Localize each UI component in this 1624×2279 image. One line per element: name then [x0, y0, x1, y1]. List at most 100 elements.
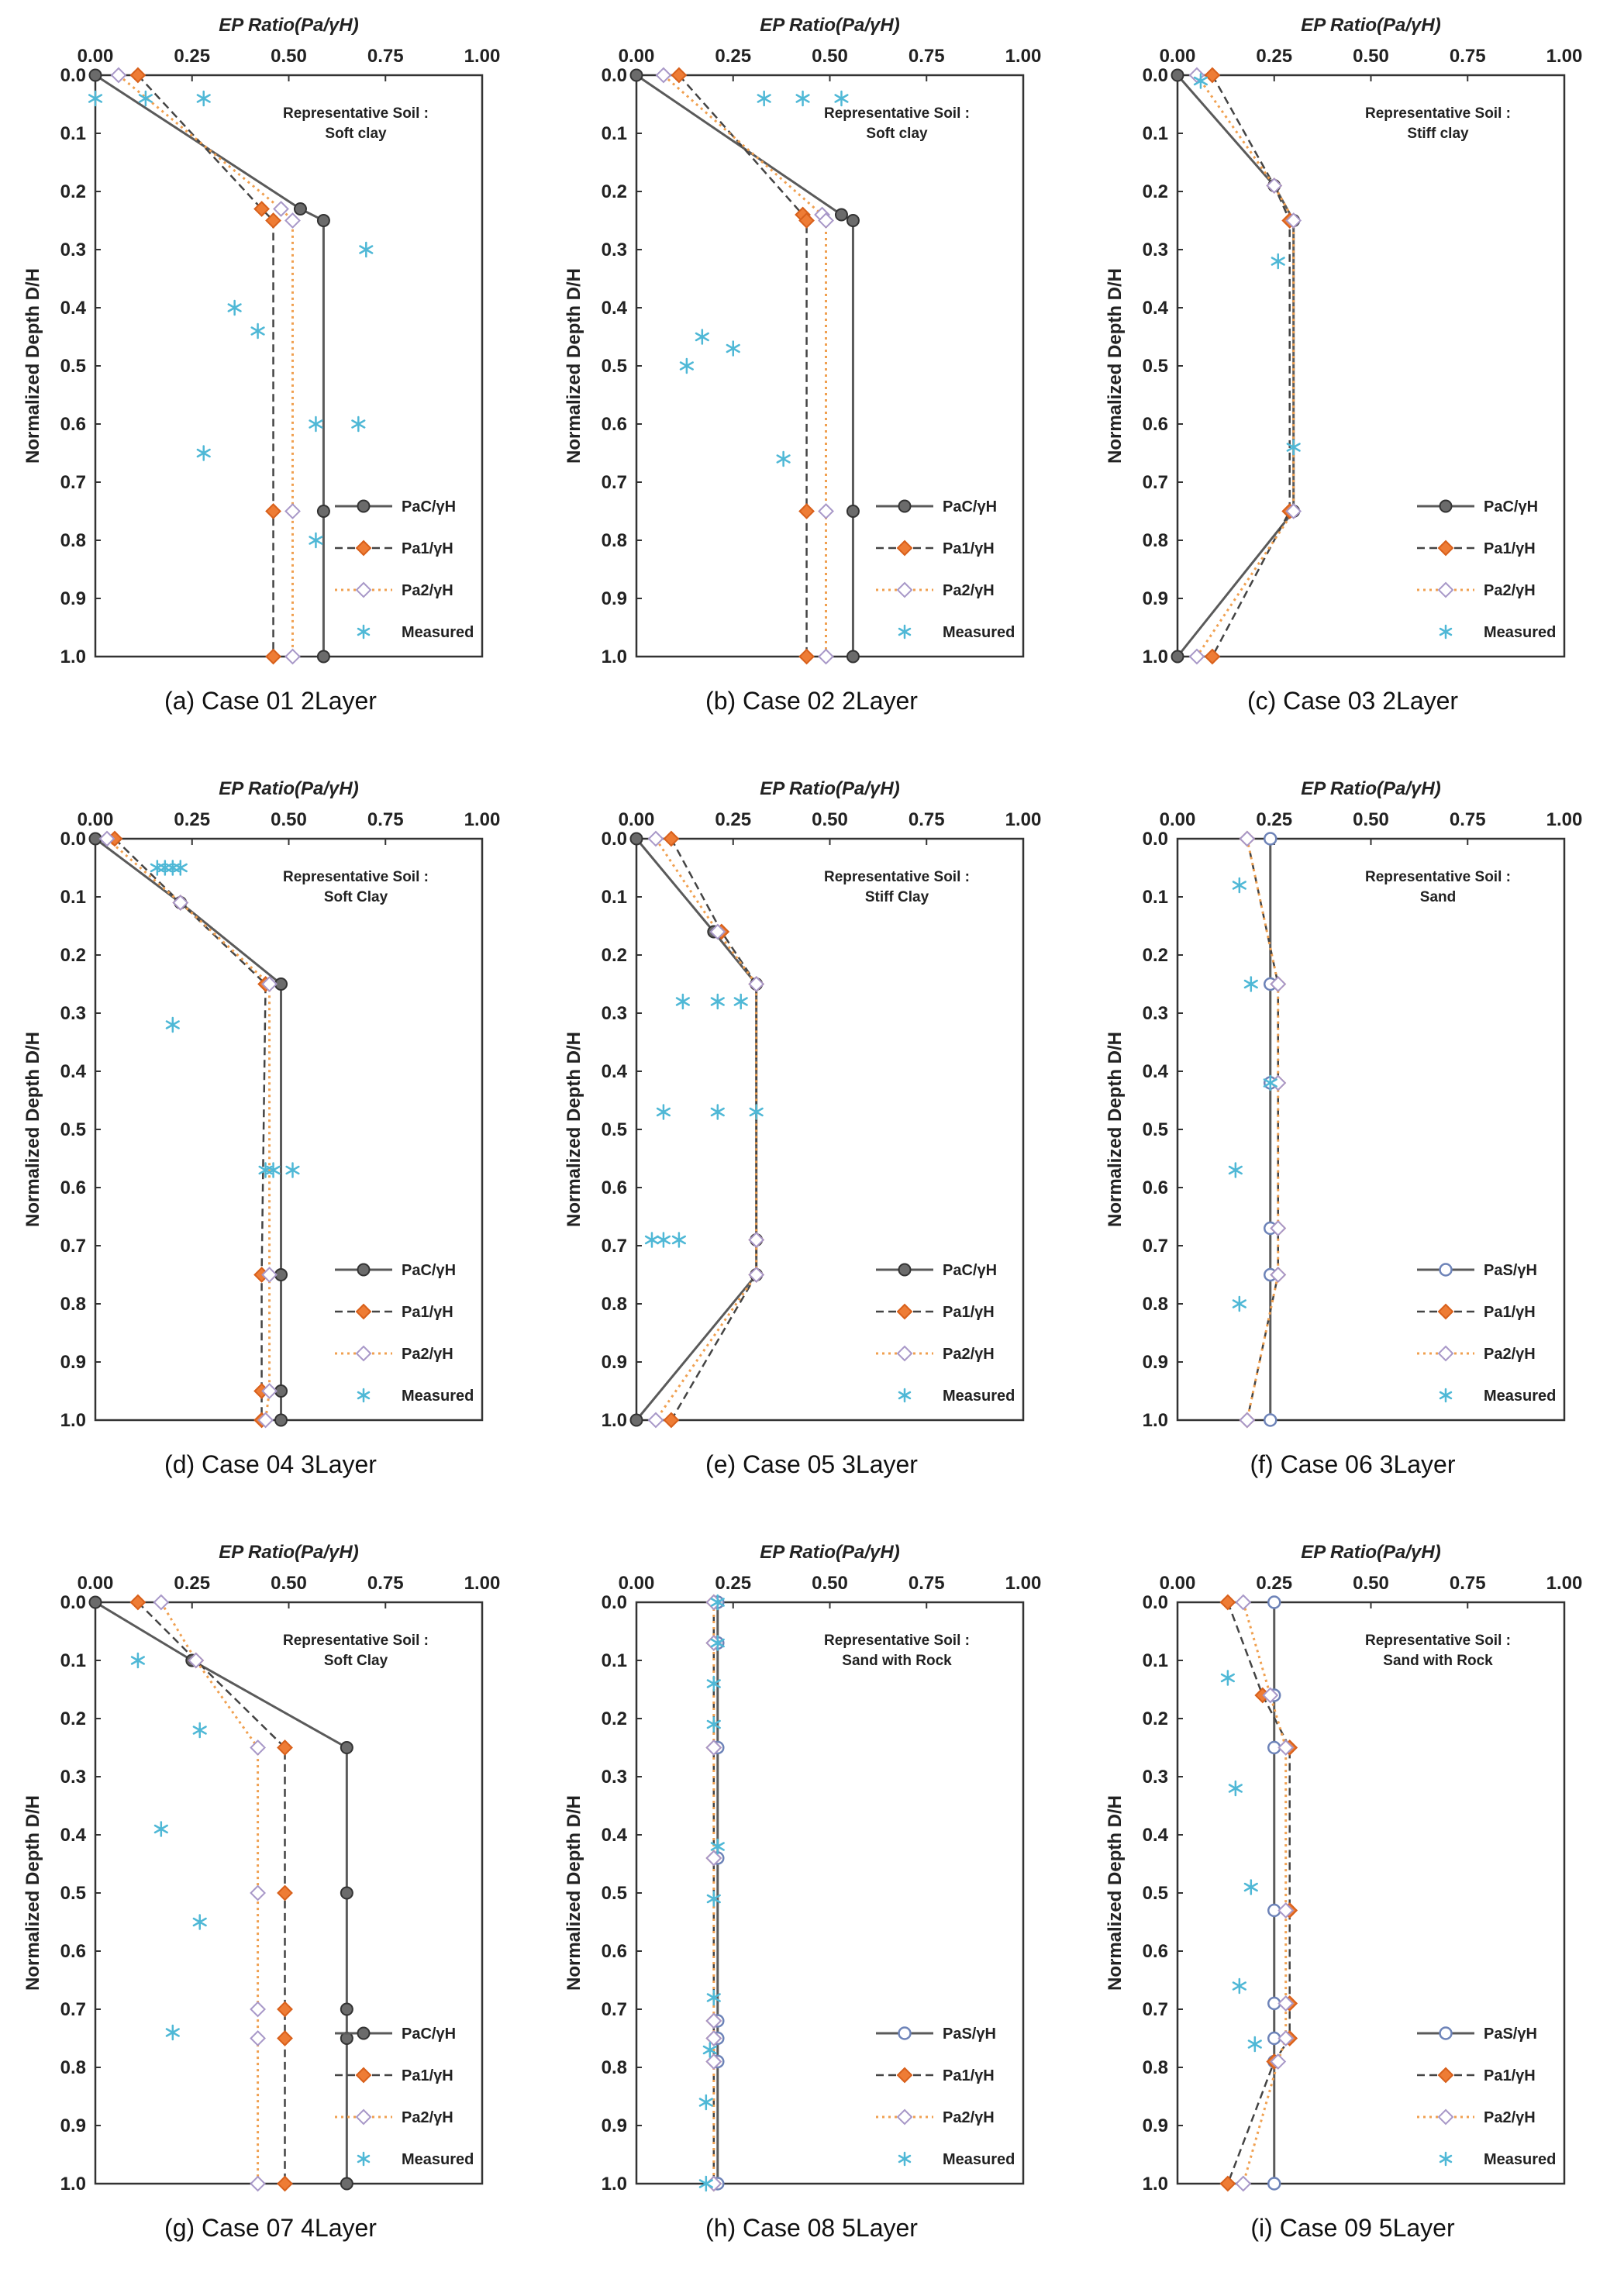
- series-point-2: [748, 1232, 765, 1248]
- series-point-1: [663, 1412, 680, 1429]
- legend-marker: [1437, 2067, 1454, 2084]
- measured-stroke: [757, 94, 771, 103]
- series-point-1: [798, 212, 815, 229]
- x-tick-label: 0.75: [909, 1573, 945, 1594]
- x-tick-label: 1.00: [1546, 46, 1583, 67]
- measured-stroke: [1286, 443, 1301, 452]
- measured-point: [698, 2094, 713, 2111]
- measured-stroke: [1228, 1784, 1243, 1793]
- series-point-2: [98, 830, 116, 847]
- measured-stroke: [706, 1894, 721, 1904]
- measured-point: [196, 90, 211, 107]
- series-point-1: [265, 212, 281, 229]
- legend-marker: [898, 1263, 912, 1277]
- legend-marker: [357, 1388, 371, 1403]
- series-line-0: [636, 74, 854, 657]
- series-point-2: [1277, 1739, 1295, 1756]
- soil-label: Representative Soil :: [1365, 869, 1511, 885]
- measured-stroke: [359, 245, 374, 254]
- panel-d: EP Ratio(Pa/γH) Normalized Depth D/H 0.00 0…: [0, 764, 541, 1515]
- x-tick-label: 0.00: [619, 46, 655, 67]
- legend-marker: [357, 499, 371, 513]
- series-point-1: [663, 830, 680, 847]
- series-line-1: [136, 74, 274, 657]
- series-point-2: [261, 1267, 278, 1283]
- series-point-0: [88, 68, 102, 82]
- y-tick-label: 0.5: [60, 1119, 86, 1140]
- chart-c: EP Ratio(Pa/γH)Normalized Depth D/H0.00 0…: [1105, 15, 1583, 667]
- measured-stroke: [165, 2028, 180, 2037]
- panel-c: EP Ratio(Pa/γH) Normalized Depth D/H 0.00 0…: [1082, 0, 1623, 752]
- measured-point: [1228, 1780, 1243, 1797]
- y-tick-label: 0.5: [60, 1883, 86, 1904]
- series-point-2: [284, 503, 301, 519]
- legend-label: Pa1/γH: [1484, 540, 1536, 557]
- series-point-2: [705, 2012, 722, 2029]
- legend-label: Pa2/γH: [943, 582, 995, 599]
- measured-point: [698, 2175, 713, 2192]
- legend-label: Measured: [402, 2151, 474, 2168]
- y-tick-label: 1.0: [602, 646, 627, 667]
- series-point-0: [846, 505, 860, 518]
- caption-d: (d) Case 04 3Layer: [164, 1450, 377, 1478]
- series-point-2: [1270, 1267, 1287, 1283]
- series-point-2: [1277, 1995, 1295, 2012]
- legend-marker: [357, 2026, 371, 2040]
- series-point-0: [88, 1595, 102, 1609]
- y-tick-label: 0.3: [60, 240, 86, 260]
- y-tick-label: 0.7: [60, 472, 86, 493]
- x-tick-label: 0.50: [1353, 46, 1389, 67]
- measured-point: [1263, 1074, 1277, 1091]
- measured-point: [150, 860, 164, 876]
- x-axis-title: EP Ratio(Pa/γH): [1301, 15, 1440, 36]
- y-tick-label: 0.1: [1143, 887, 1168, 908]
- y-tick-label: 0.3: [602, 240, 627, 260]
- y-tick-label: 0.4: [602, 1825, 628, 1846]
- series-point-0: [1264, 1413, 1277, 1427]
- plot-frame: [635, 837, 1025, 1422]
- measured-point: [1232, 1295, 1246, 1312]
- measured-stroke: [749, 1107, 764, 1117]
- y-tick-label: 0.6: [60, 1177, 86, 1198]
- measured-point: [834, 90, 849, 107]
- series-line-2: [1246, 838, 1280, 1421]
- measured-point: [706, 1891, 721, 1907]
- series-line-2: [1242, 1602, 1288, 2184]
- x-tick-label: 1.00: [464, 809, 501, 830]
- y-tick-label: 0.2: [60, 945, 86, 966]
- measured-point: [1286, 439, 1301, 456]
- legend-label: Pa1/γH: [1484, 2067, 1536, 2084]
- series-point-2: [1285, 212, 1302, 229]
- y-tick-label: 0.6: [602, 414, 627, 435]
- measured-point: [173, 860, 188, 876]
- measured-stroke: [173, 863, 188, 873]
- series-point-0: [1171, 68, 1184, 82]
- legend-marker: [1439, 2151, 1453, 2167]
- measured-point: [679, 357, 694, 374]
- series-point-2: [284, 648, 301, 665]
- measured-point: [165, 2024, 180, 2041]
- series-point-1: [277, 2175, 293, 2192]
- x-tick-label: 0.50: [812, 809, 848, 830]
- y-tick-label: 0.5: [1143, 356, 1168, 377]
- x-tick-label: 0.50: [271, 46, 307, 67]
- measured-point: [309, 415, 323, 433]
- x-tick-label: 0.75: [367, 46, 404, 67]
- series-point-2: [647, 830, 664, 847]
- y-tick-label: 0.9: [60, 588, 86, 609]
- legend-label: Pa1/γH: [402, 1304, 453, 1321]
- y-tick-label: 0.3: [602, 1767, 627, 1788]
- series-point-0: [316, 650, 330, 664]
- y-tick-label: 0.3: [602, 1003, 627, 1024]
- measured-point: [1232, 877, 1246, 894]
- y-tick-label: 0.0: [602, 65, 627, 86]
- x-tick-label: 1.00: [1005, 1573, 1042, 1594]
- y-tick-label: 0.7: [602, 472, 627, 493]
- legend-marker: [357, 2151, 371, 2167]
- plot-frame: [1176, 1601, 1566, 2185]
- soil-label: Representative Soil :: [283, 869, 429, 885]
- x-tick-label: 0.25: [174, 1573, 210, 1594]
- series-point-1: [277, 1884, 293, 1901]
- legend-marker: [357, 624, 371, 640]
- panel-h: EP Ratio(Pa/γH) Normalized Depth D/H 0.00 0…: [541, 1527, 1082, 2279]
